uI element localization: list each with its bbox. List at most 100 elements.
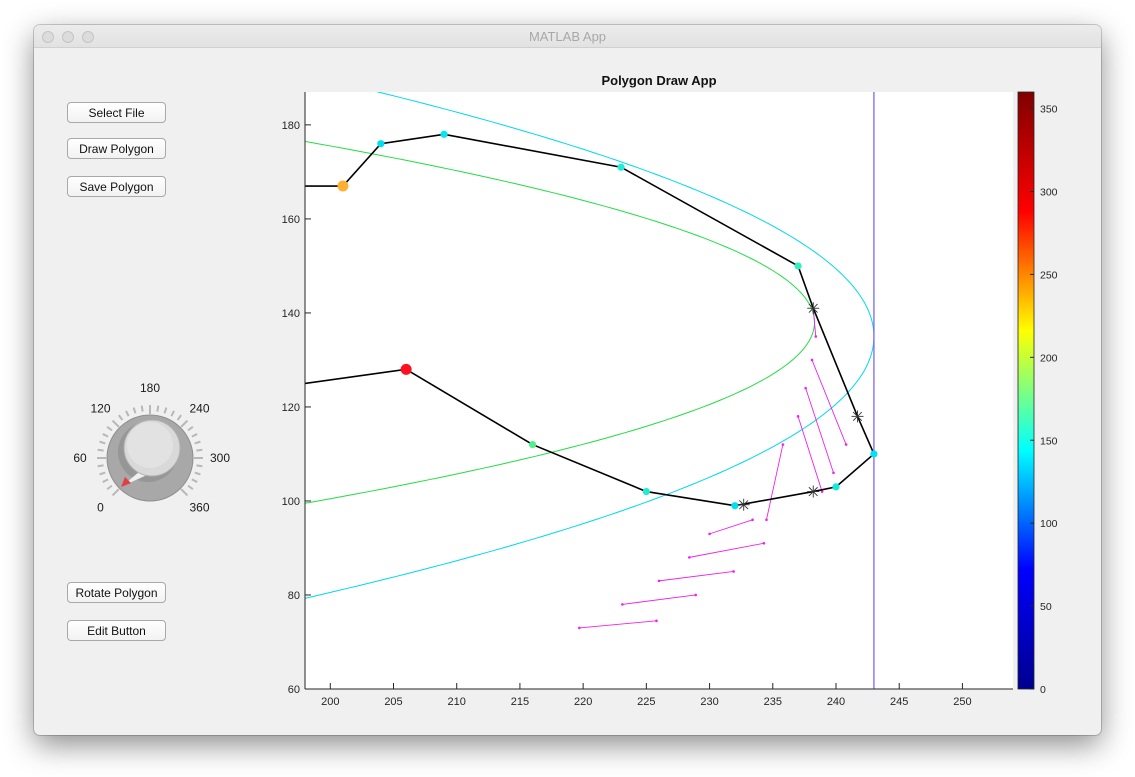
x-tick-label: 200 — [321, 696, 339, 708]
polygon-outline — [305, 133, 875, 507]
hatch-point — [765, 518, 768, 522]
polygon-vertex[interactable] — [528, 440, 537, 449]
knob-tick — [180, 419, 189, 428]
colorbar-tick-label: 350 — [1040, 104, 1058, 116]
select-file-button[interactable]: Select File — [67, 102, 166, 123]
knob-label: 0 — [97, 500, 104, 514]
axes-title: Polygon Draw App — [601, 73, 717, 88]
knob-tick — [97, 448, 104, 452]
hatch-line — [811, 359, 847, 445]
knob-tick — [187, 426, 194, 432]
y-tick-label: 80 — [288, 590, 300, 602]
knob-label: 60 — [73, 451, 87, 465]
intersection-marker — [851, 410, 864, 423]
hatch-point — [751, 518, 754, 522]
x-tick-label: 220 — [574, 696, 592, 708]
knob-tick — [170, 410, 175, 417]
green-curve — [305, 140, 816, 504]
x-tick-label: 225 — [637, 696, 655, 708]
x-tick-label: 205 — [384, 696, 402, 708]
knob-pointer — [121, 476, 132, 487]
knob-tick — [102, 478, 109, 483]
hatch-point — [578, 626, 581, 630]
hatch-point — [804, 386, 807, 390]
knob-tick — [106, 426, 113, 432]
polygon-vertex[interactable] — [794, 262, 802, 270]
knob-tick — [125, 410, 130, 417]
x-tick-label: 215 — [511, 696, 529, 708]
knob-tick — [194, 471, 201, 476]
cyan-curve — [305, 92, 875, 599]
knob-label: 300 — [210, 451, 230, 465]
x-tick-label: 250 — [953, 696, 971, 708]
knob-tick — [194, 440, 201, 445]
y-tick-label: 120 — [282, 402, 300, 414]
hatch-point — [796, 415, 800, 418]
colorbar — [1017, 91, 1035, 690]
polygon-vertex[interactable] — [377, 140, 385, 148]
polygon-vertex[interactable] — [731, 502, 739, 510]
y-tick-label: 100 — [282, 496, 300, 508]
hatch-line — [766, 444, 784, 520]
hatch-point — [844, 443, 848, 446]
colorbar-tick-label: 300 — [1040, 187, 1058, 199]
hatch-point — [655, 619, 658, 623]
polygon-vertex[interactable] — [617, 163, 625, 171]
rotation-knob[interactable]: 0 60 120 180 240 300 360 — [58, 370, 258, 530]
intersection-marker — [807, 485, 820, 498]
x-tick-label: 230 — [700, 696, 718, 708]
knob-tick — [191, 433, 198, 438]
hatch-point — [732, 570, 735, 573]
hatch-line — [805, 388, 834, 473]
title-bar: MATLAB App — [34, 25, 1101, 48]
colorbar-tick-label: 50 — [1040, 601, 1052, 613]
polygon-vertex[interactable] — [642, 487, 650, 496]
hatch-point — [810, 358, 814, 362]
colorbar-tick-label: 100 — [1040, 518, 1058, 530]
hatch-line — [579, 620, 657, 629]
polygon-plot[interactable]: 200 205 210 215 220 225 230 235 240 245 250 60 80 100… — [274, 77, 1089, 727]
hatch-point — [762, 541, 766, 545]
colorbar-tick-label: 250 — [1040, 269, 1058, 281]
knob-tick — [156, 405, 160, 412]
knob-tick — [111, 488, 120, 497]
minimize-window-button[interactable] — [62, 31, 74, 43]
save-polygon-button[interactable]: Save Polygon — [67, 176, 166, 197]
hatch-line — [797, 416, 823, 492]
knob-tick — [196, 464, 203, 468]
hatch-line — [689, 542, 765, 558]
polygon-vertex[interactable] — [400, 363, 412, 375]
knob-tick — [196, 448, 203, 452]
close-window-button[interactable] — [42, 31, 54, 43]
hatch-line — [658, 571, 734, 582]
polygon-vertex[interactable] — [870, 450, 878, 458]
y-tick-label: 160 — [282, 214, 300, 226]
draw-polygon-button[interactable]: Draw Polygon — [67, 138, 166, 159]
knob-tick — [140, 405, 144, 412]
rotate-polygon-button[interactable]: Rotate Polygon — [67, 582, 166, 603]
window-title: MATLAB App — [528, 29, 607, 44]
knob-tick — [191, 478, 198, 483]
knob-label: 240 — [189, 402, 209, 416]
polygon-vertex[interactable] — [832, 483, 840, 491]
knob-cap-highlight — [127, 422, 173, 468]
knob-label: 360 — [189, 500, 209, 514]
knob-tick — [176, 414, 182, 421]
zoom-window-button[interactable] — [82, 31, 94, 43]
edit-button[interactable]: Edit Button — [67, 620, 166, 641]
hatch-point — [832, 471, 835, 475]
plot-area — [305, 92, 1013, 689]
y-tick-label: 60 — [288, 684, 300, 696]
hatch-point — [708, 532, 711, 536]
knob-tick — [132, 407, 137, 414]
app-window: MATLAB App Select File Draw Polygon Save… — [34, 25, 1101, 735]
plot-content — [305, 92, 878, 689]
knob-tick — [97, 464, 104, 468]
knob-tick — [102, 433, 109, 438]
hatch-line — [709, 519, 753, 535]
polygon-vertex[interactable] — [337, 180, 349, 192]
hatch-point — [820, 490, 824, 493]
colorbar-tick-label: 150 — [1040, 435, 1058, 447]
x-tick-label: 210 — [448, 696, 466, 708]
polygon-vertex[interactable] — [440, 130, 448, 138]
